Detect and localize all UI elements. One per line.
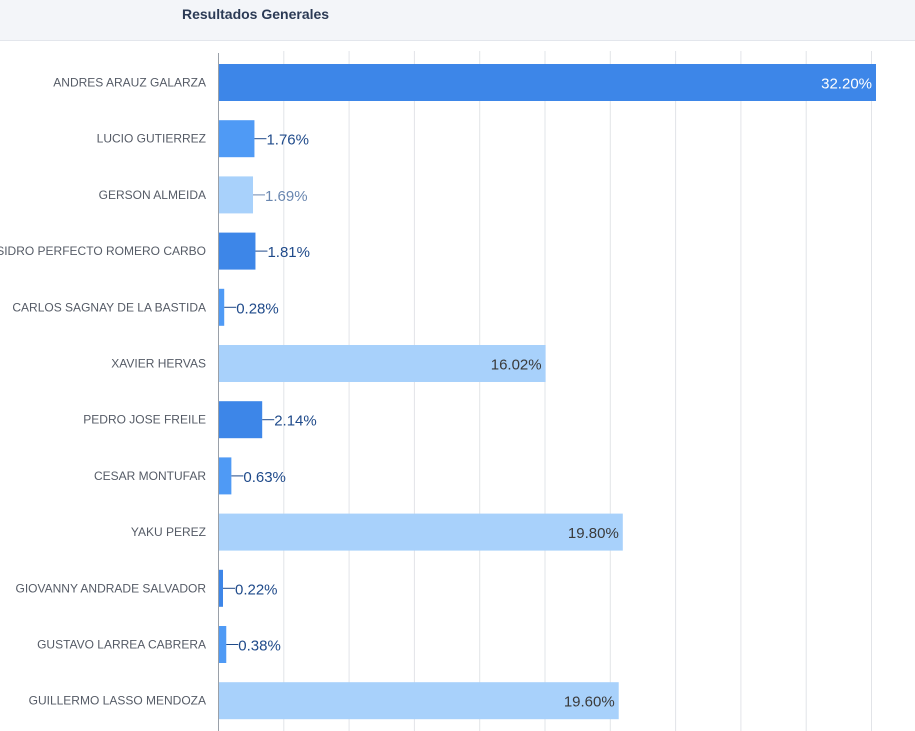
chart-category-labels: ANDRES ARAUZ GALARZA LUCIO GUTIERREZ GERSO… (0, 76, 206, 708)
bar[interactable] (218, 569, 223, 607)
category-label: GERSON ALMEIDA (99, 188, 206, 202)
category-label: GIOVANNY ANDRADE SALVADOR (16, 581, 207, 595)
category-label: GUSTAVO LARREA CABRERA (37, 638, 206, 652)
category-label: CARLOS SAGNAY DE LA BASTIDA (12, 300, 206, 314)
bar[interactable] (218, 120, 255, 158)
value-label: 0.28% (236, 300, 279, 317)
bar[interactable] (218, 64, 877, 101)
value-label: 19.80% (568, 525, 619, 542)
category-label: YAKU PEREZ (131, 525, 206, 539)
bar[interactable] (218, 457, 232, 495)
value-label: 16.02% (491, 357, 542, 374)
bar[interactable] (218, 513, 623, 551)
chart-bars (218, 64, 877, 720)
bar-chart: ANDRES ARAUZ GALARZA LUCIO GUTIERREZ GERSO… (0, 51, 877, 731)
bar[interactable] (218, 626, 227, 663)
category-label: PEDRO JOSE FREILE (83, 413, 206, 427)
category-label: XAVIER HERVAS (111, 357, 206, 371)
bar[interactable] (218, 232, 256, 270)
category-label: ANDRES ARAUZ GALARZA (53, 76, 206, 90)
category-label: LUCIO GUTIERREZ (97, 132, 206, 146)
header-bar: Resultados Generales (0, 0, 915, 41)
value-label: 0.22% (235, 581, 278, 598)
value-label: 0.38% (238, 638, 281, 655)
value-label: 1.69% (265, 188, 308, 205)
value-label: 1.81% (267, 244, 310, 261)
value-label: 19.60% (564, 694, 615, 711)
page-title: Resultados Generales (182, 6, 330, 22)
value-label: 0.63% (243, 469, 286, 486)
value-label: 1.76% (266, 132, 309, 149)
value-label: 32.20% (821, 76, 872, 93)
category-label: ISIDRO PERFECTO ROMERO CARBO (0, 244, 206, 258)
category-label: GUILLERMO LASSO MENDOZA (29, 694, 206, 708)
bar[interactable] (218, 682, 619, 720)
value-label: 2.14% (274, 413, 317, 430)
chart-value-labels: 32.20% 1.76% 1.69% 1.81% 0.28% 16.02% 2.14% 0.6… (222, 76, 872, 711)
bar[interactable] (218, 288, 225, 326)
chart-gridlines (283, 51, 872, 731)
bar[interactable] (218, 176, 254, 214)
bar[interactable] (218, 401, 263, 439)
category-label: CESAR MONTUFAR (94, 469, 206, 483)
bar[interactable] (218, 345, 546, 382)
